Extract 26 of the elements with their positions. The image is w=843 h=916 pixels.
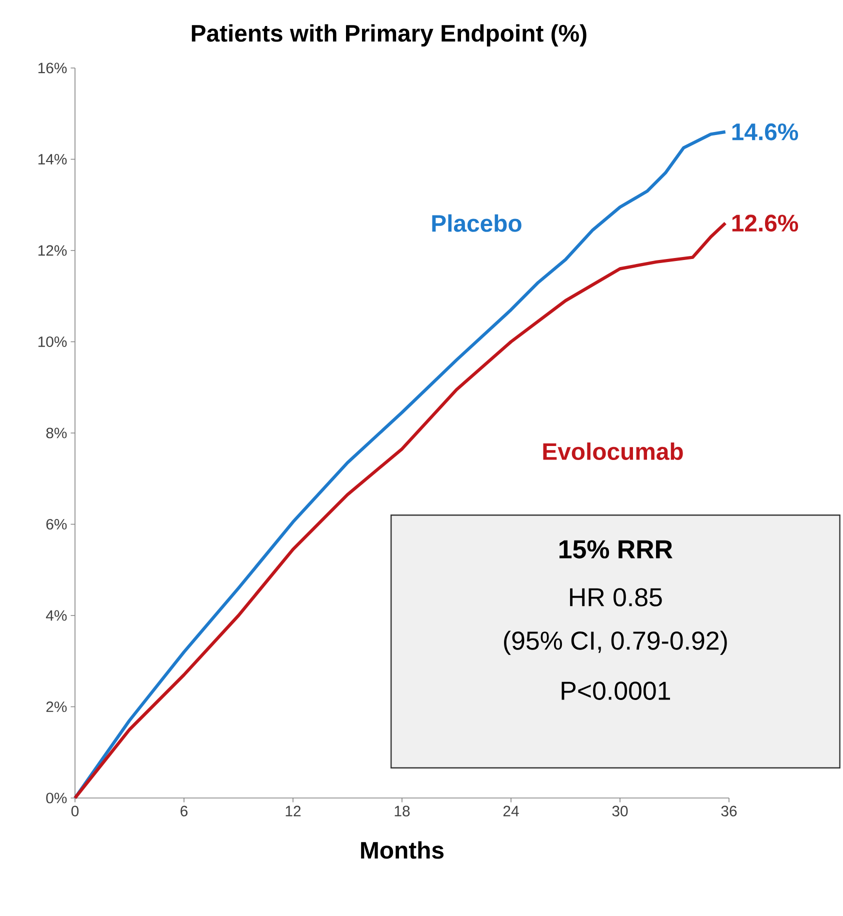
x-tick-label: 30 [612, 806, 628, 816]
y-tick-label: 12% [38, 245, 67, 256]
x-tick-label: 36 [721, 806, 737, 816]
annotation: P<0.0001 [562, 682, 670, 700]
x-tick-label: 0 [71, 806, 79, 816]
annotation: 15% RRR [560, 540, 672, 558]
y-tick-label: 0% [46, 792, 67, 804]
y-tick-label: 16% [38, 62, 67, 74]
x-tick-label: 18 [394, 806, 410, 816]
annotation: (95% CI, 0.79-0.92) [504, 630, 727, 655]
text: Placebo [432, 214, 522, 232]
chart-title: Patients with Primary Endpoint (%) [192, 24, 586, 46]
text: Evolocumab [543, 442, 683, 460]
data-label: 14.6% [732, 123, 798, 140]
annotation: HR 0.85 [570, 588, 662, 606]
x-tick-label: 24 [503, 806, 519, 816]
x-axis-title: Months [361, 841, 444, 859]
y-tick-label: 2% [46, 701, 67, 712]
x-tick-label: 12 [286, 806, 301, 816]
y-tick-label: 10% [38, 336, 67, 348]
y-tick-label: 14% [38, 154, 67, 164]
y-tick-label: 4% [46, 610, 67, 621]
x-tick-label: 6 [180, 806, 188, 816]
data-label: 12.6% [732, 214, 798, 232]
y-tick-label: 8% [46, 428, 67, 438]
y-tick-label: 6% [46, 518, 67, 530]
